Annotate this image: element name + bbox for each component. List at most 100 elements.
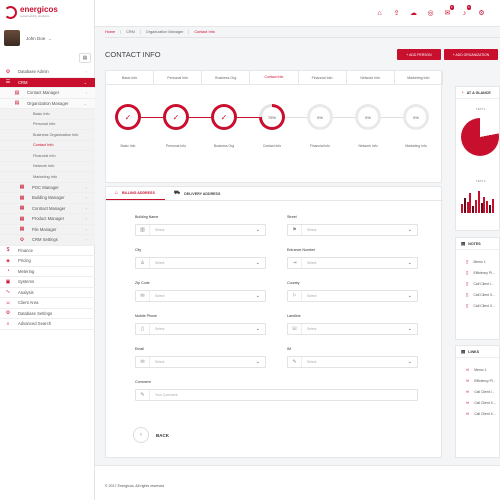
tab-marketing-info[interactable]: Marketing Info [395,71,443,84]
links-icon: ▤ [461,348,466,354]
sidebar-item-advanced-search[interactable]: ⌕ Advanced Search [0,319,95,330]
tab-financial-info[interactable]: Financial Info [299,71,347,84]
tab-billing-address[interactable]: ⌂ BILLING ADDRESS [106,187,165,200]
step-label: Business Org [213,144,235,148]
step-personal-info[interactable]: ✓ [163,104,189,130]
brand-name: energicos [20,5,58,14]
brand-logo[interactable]: energicos sustainability analytics [4,4,58,20]
landline-label: Landline [287,314,301,318]
tab-network-info[interactable]: Network Info [347,71,395,84]
home-icon[interactable]: ⌂ [371,7,388,19]
tab-business-org[interactable]: Business Org [202,71,251,84]
cloud-icon[interactable]: ☁ [405,7,422,19]
sidebar-item-pricing[interactable]: ◈ Pricing [0,256,95,267]
sidebar-item-personal-info[interactable]: Personal Info [0,119,95,130]
link-item[interactable]: ∞ Memo 1 [456,364,499,375]
item-label: Memo 1 [474,367,487,372]
chevron-down-icon: ⌄ [407,260,412,266]
bar-chart [461,191,499,213]
note-item[interactable]: ▯ Memo 1 [456,256,499,267]
sidebar-item-database-admin[interactable]: ⚙ Database Admin ‹ [0,67,95,78]
mobile-phone-select[interactable]: ▯ Select ⌄ [135,323,266,335]
step-network-info[interactable]: 0% [355,104,381,130]
chevron-down-icon: ⌄ [255,293,260,299]
breadcrumb-organization-manager[interactable]: Organization Manager [141,30,190,34]
tab-personal-info[interactable]: Personal Info [154,71,203,84]
sidebar-item-label: Business Organization Info [33,132,79,137]
country-select[interactable]: ⚐ Select ⌄ [287,290,418,302]
sidebar-item-contract-manager[interactable]: ▦ Contract Manager ‹ [0,203,95,214]
bell-icon[interactable]: ♪ 4 [456,5,473,19]
step-basic-info[interactable]: ✓ [115,104,141,130]
select-placeholder: Select [307,360,317,364]
breadcrumb-divider [105,37,500,38]
sidebar-item-basic-info[interactable]: Basic Info [0,109,95,120]
sidebar-item-database-settings[interactable]: ⚙ Database Settings [0,309,95,319]
sidebar-item-network-info[interactable]: Network Info [0,161,95,172]
select-placeholder: Select [155,228,165,232]
add-person-button[interactable]: + ADD PERSON [397,49,441,60]
user-menu[interactable]: John Doe ⌄ [4,30,90,46]
link-item[interactable]: ∞ Call Client X... [456,408,499,419]
sidebar-item-contact-manager[interactable]: ▤ Contact Manager ‹ [0,88,95,99]
link-item[interactable]: ∞ Call Client X... [456,397,499,408]
tab-delivery-address[interactable]: ⛟ DELIVERY ADDRESS [165,187,231,200]
im-select[interactable]: ✎ Select ⌄ [287,356,418,368]
sidebar-item-crm[interactable]: ☰ CRM ⌄ [0,77,95,88]
sidebar-item-crm-settings[interactable]: ⚙ CRM Settings ‹ [0,235,95,246]
sidebar-item-building-manager[interactable]: ▦ Building Manager ‹ [0,193,95,204]
note-item[interactable]: ▯ Efficiency Pl... [456,267,499,278]
add-organization-button[interactable]: + ADD ORGANIZATION [444,49,498,60]
link-item[interactable]: ∞ Efficiency Pl... [456,375,499,386]
document-icon: ▯ [466,291,469,297]
breadcrumb-home[interactable]: Home [105,30,122,34]
landline-select[interactable]: ☏ Select ⌄ [287,323,418,335]
upload-icon-glyph: ⇪ [393,10,400,17]
step-contact-info[interactable]: 75% [259,104,285,130]
breadcrumb-contact-info[interactable]: Contact Info [194,30,215,34]
sidebar-item-financial-info[interactable]: Financial Info [0,151,95,162]
chevron-icon: ‹ [85,184,87,190]
back-button[interactable]: ‹ BACK [133,427,169,443]
sidebar-item-systems[interactable]: ▣ Systems [0,277,95,288]
sidebar-item-contact-info[interactable]: Contact Info [0,140,95,151]
gear-icon[interactable]: ⚙ [473,7,490,19]
building-name-select[interactable]: ▥ Select ⌄ [135,224,266,236]
sidebar-item-organization-manager[interactable]: ▤ Organization Manager ⌄ [0,98,95,109]
step-financial-info[interactable]: 0% [307,104,333,130]
support-icon[interactable]: ◎ [422,7,439,19]
sidebar-item-business-organization-info[interactable]: Business Organization Info [0,130,95,141]
note-item[interactable]: ▯ Call Client I... [456,278,499,289]
bar [486,200,489,213]
grid-toggle-button[interactable]: ▦ [79,53,91,63]
chevron-down-icon: ⌄ [407,326,412,332]
sidebar-item-finance[interactable]: $ Finance [0,246,95,256]
entrance-number-select[interactable]: ⇥ Select ⌄ [287,257,418,269]
sidebar-item-metering[interactable]: ◔ Metering [0,267,95,277]
sidebar-item-label: CRM Settings [32,237,58,243]
upload-icon[interactable]: ⇪ [388,7,405,19]
sidebar-item-client-area[interactable]: ☺ Client Area [0,298,95,309]
sidebar-item-analysis[interactable]: ∿ Analysis [0,288,95,298]
note-item[interactable]: ▯ Call Client X... [456,300,499,311]
item-label: Memo 1 [473,259,486,264]
note-item[interactable]: ▯ Call Client X... [456,289,499,300]
item-label: Call Client I... [473,281,494,286]
breadcrumb-crm[interactable]: CRM [121,30,141,34]
sidebar-item-label: Advanced Search [18,321,52,327]
tab-contact-info[interactable]: Contact Info [250,71,299,84]
city-select[interactable]: ♙ Select ⌄ [135,257,266,269]
email-select[interactable]: ✉ Select ⌄ [135,356,266,368]
street-select[interactable]: ⚑ Select ⌄ [287,224,418,236]
zip-code-select[interactable]: ✉ Select ⌄ [135,290,266,302]
mail-icon[interactable]: ✉ 2 [439,5,456,19]
comment-field[interactable]: ✎ Your Comment [135,389,418,401]
tab-basic-info[interactable]: Basic Info [106,71,155,84]
sidebar-item-product-manager[interactable]: ▦ Product Manager ‹ [0,214,95,225]
step-business-org[interactable]: ✓ [211,104,237,130]
step-marketing-info[interactable]: 0% [403,104,429,130]
sidebar-item-file-manager[interactable]: ▦ File Manager ‹ [0,224,95,235]
sidebar-item-marketing-info[interactable]: Marketing Info [0,172,95,183]
sidebar-item-poc-manager[interactable]: ▦ POC Manager ‹ [0,182,95,193]
link-item[interactable]: ∞ Call Client I... [456,386,499,397]
